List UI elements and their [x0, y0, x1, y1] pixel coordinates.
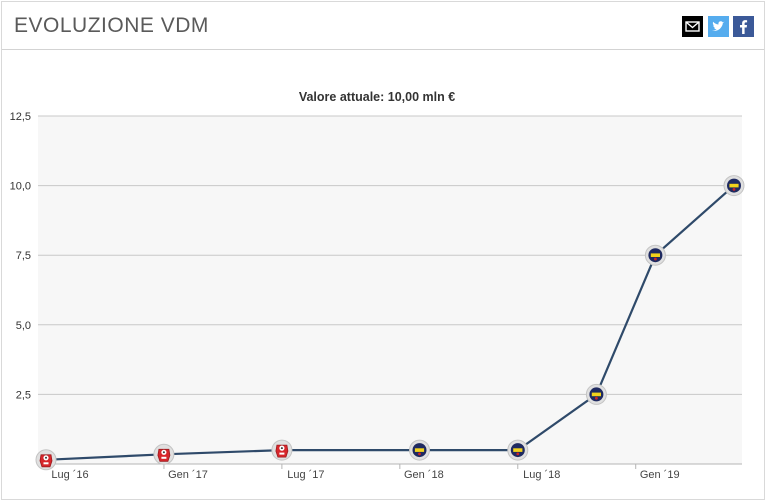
club-crest-icon	[157, 448, 171, 462]
club-crest-ball-center	[45, 456, 47, 459]
club-crest-dot	[595, 396, 598, 400]
value-series-line	[45, 184, 735, 461]
club-crest-stripe	[591, 392, 601, 397]
panel-title: EVOLUZIONE VDM	[14, 14, 209, 37]
x-tick-label: Gen ´19	[640, 469, 680, 481]
plot-area	[38, 116, 742, 464]
x-tick-label: Lug ´18	[523, 469, 560, 481]
club-crest-icon	[275, 444, 289, 458]
twitter-share-button[interactable]	[708, 16, 729, 37]
club-crest-band	[161, 456, 167, 459]
y-axis-ticks: 2,5 5,0 7,5 10,0 12,5	[10, 111, 31, 401]
club-crest-stripe	[513, 448, 523, 452]
y-tick-label: 2,5	[16, 389, 31, 401]
club-crest-dot	[654, 257, 657, 261]
club-crest-dot	[516, 452, 520, 456]
y-tick-label: 12,5	[10, 111, 31, 123]
y-tick-label: 7,5	[16, 250, 31, 262]
twitter-icon	[712, 21, 725, 31]
email-share-button[interactable]	[682, 16, 703, 37]
email-icon	[685, 21, 700, 32]
y-tick-label: 10,0	[10, 181, 31, 193]
chart-subtitle: Valore attuale: 10,00 mln €	[299, 90, 455, 104]
facebook-icon	[740, 20, 748, 34]
club-crest-ball-center	[162, 451, 165, 454]
data-point[interactable]	[723, 175, 745, 197]
data-point[interactable]	[271, 439, 293, 461]
data-point[interactable]	[153, 443, 175, 465]
club-crest-dot	[732, 188, 736, 191]
data-point[interactable]	[35, 449, 57, 471]
x-tick-label: Lug ´16	[51, 469, 88, 481]
club-crest-ball-center	[280, 447, 283, 450]
y-tick-label: 5,0	[16, 320, 31, 332]
club-crest-dot	[418, 452, 421, 456]
data-point[interactable]	[644, 244, 666, 266]
panel-header: EVOLUZIONE VDM	[2, 2, 764, 50]
x-tick-label: Lug ´17	[287, 469, 324, 481]
data-points	[35, 175, 745, 471]
x-axis-ticks: Lug ´16 Gen ´17 Lug ´17 Gen ´18 Lug ´18 Gen ´…	[45, 464, 680, 481]
data-point[interactable]	[507, 439, 529, 461]
club-crest-band	[43, 462, 49, 465]
x-tick-label: Gen ´18	[404, 469, 444, 481]
club-crest-band	[279, 452, 285, 455]
club-crest-stripe	[414, 448, 425, 452]
data-point[interactable]	[585, 383, 607, 405]
x-tick-label: Gen ´17	[168, 469, 208, 481]
club-crest-stripe	[650, 253, 660, 257]
facebook-share-button[interactable]	[733, 16, 754, 37]
club-crest-stripe	[729, 183, 739, 188]
club-crest-icon	[39, 454, 53, 468]
data-point[interactable]	[409, 439, 430, 461]
grid-lines	[38, 115, 742, 465]
